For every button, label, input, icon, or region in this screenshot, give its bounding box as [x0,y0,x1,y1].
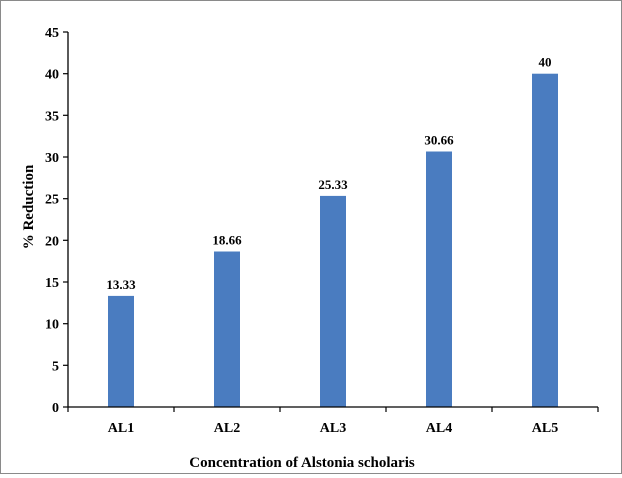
y-tick-label-45: 45 [45,26,59,41]
y-tick-label-5: 5 [52,359,59,374]
y-tick-label-25: 25 [45,193,59,208]
y-tick-label-20: 20 [45,234,59,249]
bar-al1 [108,295,134,407]
bar-al4 [426,151,452,407]
bars-layer [108,73,558,407]
x-tick-label-al3: AL3 [320,421,346,436]
y-tick-label-15: 15 [45,276,59,291]
x-tick-label-al4: AL4 [426,421,452,436]
bar-al5 [532,73,558,407]
data-label-al2: 18.66 [212,233,242,248]
y-tick-label-10: 10 [45,318,59,333]
x-axis-title: Concentration of Alstonia scholaris [189,455,415,471]
bar-al2 [214,251,240,407]
y-axis-title: % Reduction [21,164,37,249]
data-label-al4: 30.66 [424,133,454,148]
data-label-al3: 25.33 [318,177,348,192]
y-tick-label-0: 0 [52,401,59,416]
x-tick-label-al5: AL5 [532,421,558,436]
axes-layer [63,31,599,412]
x-tick-label-al2: AL2 [214,421,240,436]
data-label-al1: 13.33 [106,277,136,292]
y-tick-label-40: 40 [45,68,59,83]
x-tick-label-al1: AL1 [108,421,134,436]
labels-layer: 13.33 18.66 25.33 30.66 40 0 5 10 15 20 25 30 35 40 45… [45,26,558,436]
y-tick-label-35: 35 [45,109,59,124]
data-label-al5: 40 [539,55,552,70]
bar-al3 [320,195,346,407]
y-tick-label-30: 30 [45,151,59,166]
